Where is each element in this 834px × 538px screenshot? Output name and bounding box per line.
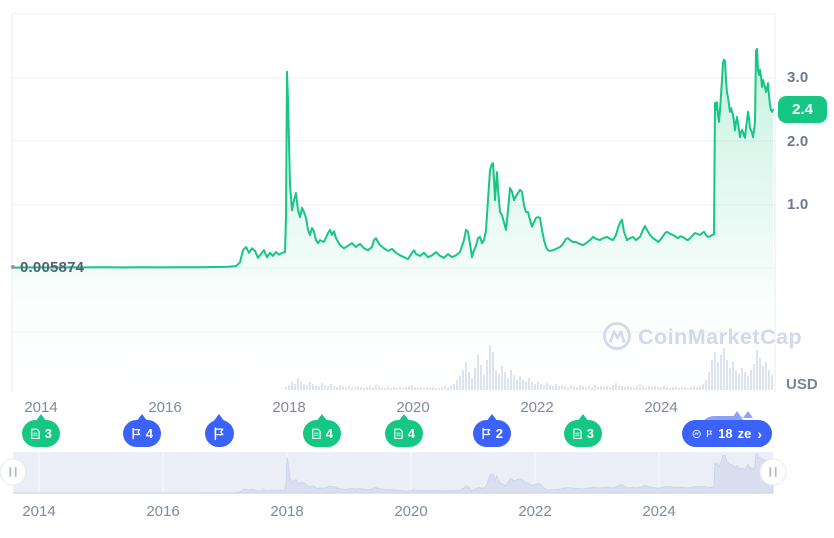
series-start-price: 0.005874 xyxy=(20,259,85,276)
series-start-dot xyxy=(11,265,15,269)
navigator-year-2024: 2024 xyxy=(642,503,676,520)
x-axis-year-2014: 2014 xyxy=(24,399,58,416)
watermark-label: CoinMarketCap xyxy=(638,325,802,349)
article-icon xyxy=(573,428,582,439)
x-axis-year-2024: 2024 xyxy=(644,399,678,416)
event-badge-article-4[interactable]: 4 xyxy=(303,414,341,447)
chevron-right-icon: › xyxy=(757,425,762,442)
handle-grip-icon xyxy=(769,467,772,477)
event-badge-article-3[interactable]: 3 xyxy=(564,414,602,447)
x-axis-year-2018: 2018 xyxy=(272,399,306,416)
flag-icon xyxy=(482,427,491,440)
navigator-year-2016: 2016 xyxy=(146,503,180,520)
article-icon xyxy=(394,428,403,439)
current-price-badge: 2.4 xyxy=(778,96,827,123)
event-badge-article-4[interactable]: 4 xyxy=(385,414,423,447)
handle-grip-icon xyxy=(9,467,12,477)
navigator-mini-chart xyxy=(12,452,774,494)
x-axis-year-2022: 2022 xyxy=(520,399,554,416)
navigator-year-2018: 2018 xyxy=(270,503,304,520)
flag-icon xyxy=(132,427,141,440)
y-axis-tick-3: 3.0 xyxy=(787,69,809,86)
handle-grip-icon xyxy=(14,467,17,477)
event-badge-flag-4[interactable]: 4 xyxy=(123,414,161,447)
news-circle-icon xyxy=(692,429,701,438)
y-axis-tick-1: 1.0 xyxy=(787,196,809,213)
handle-grip-icon xyxy=(774,467,777,477)
article-icon xyxy=(312,428,321,439)
flag-icon xyxy=(707,429,713,438)
y-axis-tick-2: 2.0 xyxy=(787,133,809,150)
currency-label: USD xyxy=(786,376,818,393)
coinmarketcap-watermark: CoinMarketCap xyxy=(603,322,802,350)
event-badge-cluster[interactable]: 18 ze › xyxy=(682,420,772,447)
article-icon xyxy=(31,428,40,439)
navigator-left-handle[interactable] xyxy=(0,458,27,486)
event-count: 2 xyxy=(495,426,503,441)
event-count: 4 xyxy=(407,426,415,441)
event-count: 3 xyxy=(44,426,52,441)
navigator-year-2014: 2014 xyxy=(22,503,56,520)
flag-icon xyxy=(214,427,224,440)
navigator-right-handle[interactable] xyxy=(759,458,787,486)
price-area-fill xyxy=(13,48,773,391)
x-axis-year-2020: 2020 xyxy=(396,399,430,416)
event-suffix: ze xyxy=(737,426,752,441)
event-count: 4 xyxy=(325,426,333,441)
navigator-year-2022: 2022 xyxy=(518,503,552,520)
x-axis-year-2016: 2016 xyxy=(148,399,182,416)
event-count: 18 xyxy=(718,426,733,441)
coinmarketcap-logo-icon xyxy=(603,322,631,350)
navigator-year-2020: 2020 xyxy=(394,503,428,520)
event-badge-flag[interactable] xyxy=(204,414,234,447)
event-badge-flag-2[interactable]: 2 xyxy=(473,414,511,447)
event-count: 4 xyxy=(145,426,153,441)
event-count: 3 xyxy=(586,426,594,441)
price-line[interactable] xyxy=(12,47,774,269)
event-badge-article-3[interactable]: 3 xyxy=(22,414,60,447)
